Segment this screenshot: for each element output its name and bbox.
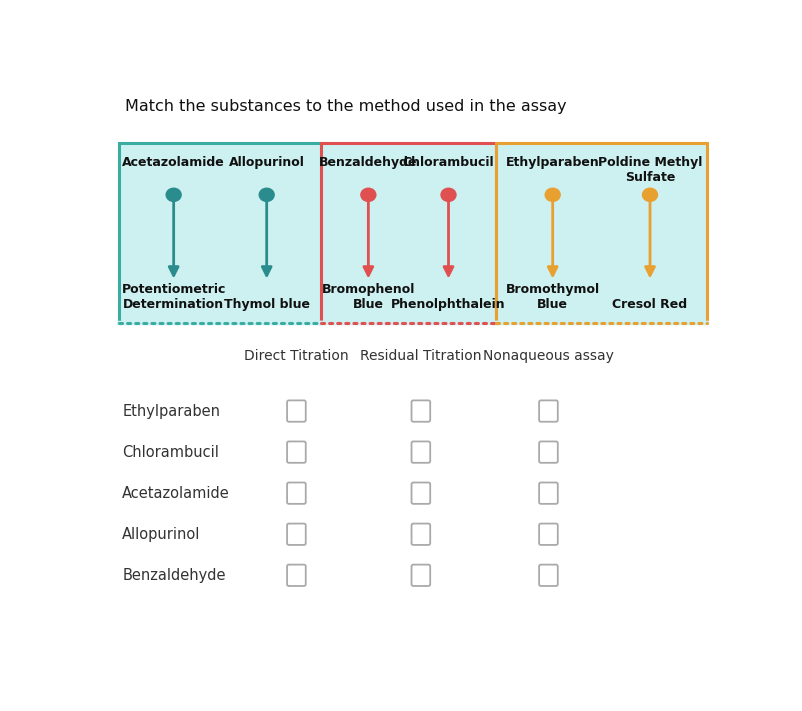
- Text: Match the substances to the method used in the assay: Match the substances to the method used …: [125, 99, 566, 114]
- FancyBboxPatch shape: [287, 483, 306, 504]
- FancyBboxPatch shape: [411, 565, 430, 586]
- Circle shape: [259, 188, 273, 201]
- Text: Chlorambucil: Chlorambucil: [402, 156, 494, 169]
- Text: Nonaqueous assay: Nonaqueous assay: [483, 349, 613, 363]
- FancyBboxPatch shape: [287, 565, 306, 586]
- Text: Allopurinol: Allopurinol: [229, 156, 304, 169]
- Text: Allopurinol: Allopurinol: [122, 527, 200, 542]
- Circle shape: [545, 188, 560, 201]
- Text: Acetazolamide: Acetazolamide: [122, 156, 225, 169]
- Circle shape: [642, 188, 657, 201]
- FancyBboxPatch shape: [287, 523, 306, 545]
- Text: Chlorambucil: Chlorambucil: [122, 444, 219, 459]
- Text: Poldine Methyl
Sulfate: Poldine Methyl Sulfate: [597, 156, 701, 184]
- Text: Residual Titration: Residual Titration: [359, 349, 481, 363]
- Bar: [119, 143, 321, 324]
- Text: Bromophenol
Blue: Bromophenol Blue: [322, 284, 415, 311]
- Text: Cresol Red: Cresol Red: [612, 299, 687, 311]
- FancyBboxPatch shape: [287, 400, 306, 422]
- Text: Benzaldehyde: Benzaldehyde: [318, 156, 417, 169]
- Circle shape: [166, 188, 181, 201]
- Bar: [495, 143, 707, 324]
- Text: Acetazolamide: Acetazolamide: [122, 486, 229, 501]
- FancyBboxPatch shape: [411, 442, 430, 463]
- FancyBboxPatch shape: [287, 442, 306, 463]
- Text: Benzaldehyde: Benzaldehyde: [122, 568, 225, 583]
- Text: Ethylparaben: Ethylparaben: [122, 404, 220, 419]
- FancyBboxPatch shape: [538, 400, 557, 422]
- Bar: [321, 143, 495, 324]
- Circle shape: [360, 188, 375, 201]
- Text: Ethylparaben: Ethylparaben: [505, 156, 599, 169]
- Circle shape: [440, 188, 456, 201]
- FancyBboxPatch shape: [538, 565, 557, 586]
- FancyBboxPatch shape: [411, 400, 430, 422]
- Text: Direct Titration: Direct Titration: [244, 349, 348, 363]
- FancyBboxPatch shape: [411, 523, 430, 545]
- Text: Bromothymol
Blue: Bromothymol Blue: [505, 284, 599, 311]
- FancyBboxPatch shape: [538, 442, 557, 463]
- Text: Potentiometric
Determination: Potentiometric Determination: [121, 284, 225, 311]
- FancyBboxPatch shape: [411, 483, 430, 504]
- Text: Phenolphthalein: Phenolphthalein: [391, 299, 505, 311]
- FancyBboxPatch shape: [538, 483, 557, 504]
- FancyBboxPatch shape: [538, 523, 557, 545]
- Text: Thymol blue: Thymol blue: [224, 299, 310, 311]
